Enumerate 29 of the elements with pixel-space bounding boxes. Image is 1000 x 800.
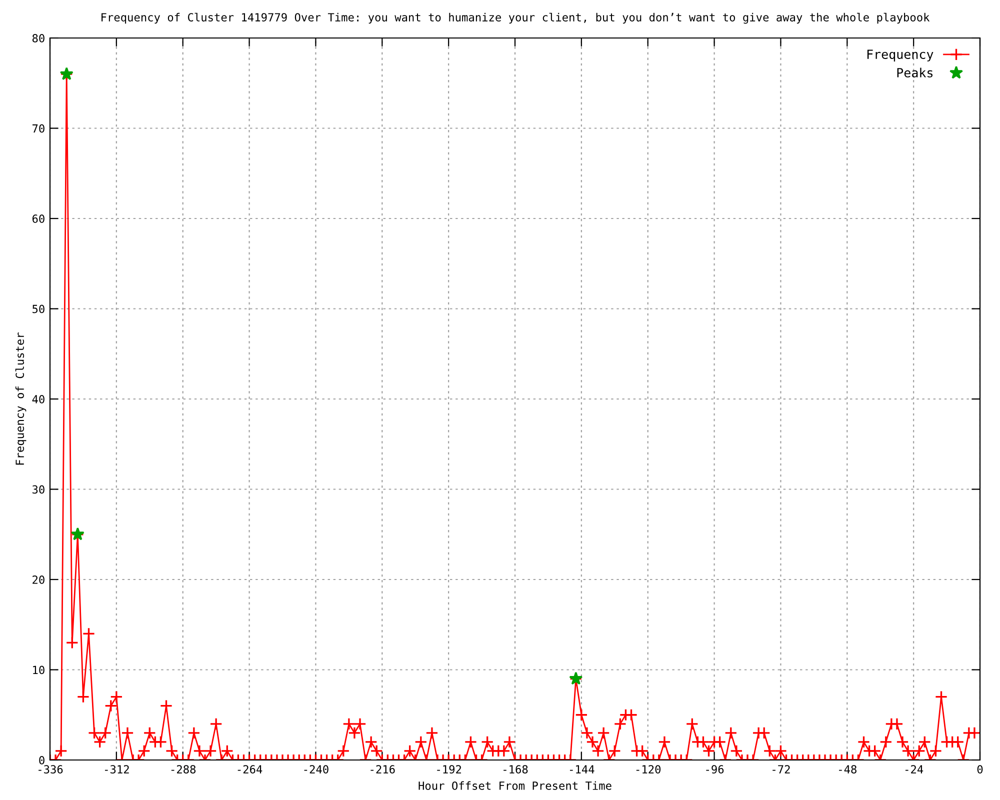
x-tick-label: -120 — [636, 765, 661, 774]
y-tick-label: 70 — [32, 124, 44, 133]
x-tick-label: -312 — [104, 765, 129, 774]
x-tick-label: -168 — [504, 765, 528, 774]
x-tick-label: -24 — [905, 765, 924, 774]
x-tick-label: -48 — [839, 765, 856, 774]
y-tick-label: 0 — [39, 756, 44, 764]
x-tick-label: -288 — [171, 765, 196, 774]
legend-label: Frequency — [867, 50, 934, 62]
x-tick-label: -192 — [437, 765, 462, 774]
y-tick-label: 30 — [32, 485, 44, 494]
x-tick-label: 0 — [977, 765, 983, 774]
x-tick-label: -144 — [570, 765, 594, 774]
y-tick-label: 10 — [33, 666, 44, 674]
x-tick-label: -72 — [772, 765, 790, 774]
x-tick-label: -96 — [706, 765, 724, 774]
x-tick-label: -264 — [238, 765, 262, 774]
x-tick-label: -216 — [370, 765, 395, 774]
x-tick-label: -240 — [304, 765, 328, 774]
x-tick-label: -336 — [38, 765, 63, 774]
y-tick-label: 20 — [32, 576, 44, 584]
x-axis-title: Hour Offset From Present Time — [418, 781, 612, 790]
y-tick-label: 40 — [32, 395, 44, 404]
legend-label: Peaks — [897, 68, 933, 78]
y-tick-label: 80 — [32, 34, 44, 42]
y-tick-label: 60 — [32, 214, 44, 223]
chart-title: Frequency of Cluster 1419779 Over Time: you want to humanize your client, but you don’t want to give away the whole playbook — [102, 12, 930, 24]
y-axis-title: Frequency of Cluster — [15, 332, 26, 465]
y-tick-label: 50 — [32, 304, 44, 314]
